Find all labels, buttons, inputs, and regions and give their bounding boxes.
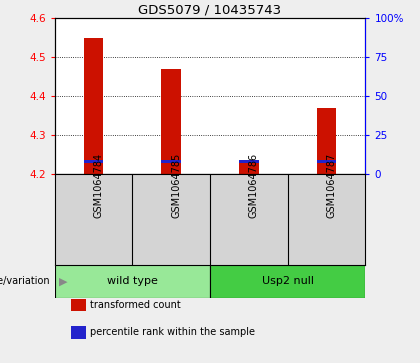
Text: wild type: wild type: [107, 276, 158, 286]
Text: ▶: ▶: [59, 276, 67, 286]
Title: GDS5079 / 10435743: GDS5079 / 10435743: [139, 4, 281, 17]
Bar: [84, 160, 103, 163]
Bar: [239, 160, 259, 174]
Text: GSM1064786: GSM1064786: [249, 152, 259, 218]
Text: genotype/variation: genotype/variation: [0, 276, 50, 286]
Bar: [161, 160, 181, 163]
Bar: [210, 265, 365, 298]
Text: Usp2 null: Usp2 null: [262, 276, 314, 286]
Text: GSM1064784: GSM1064784: [93, 152, 103, 218]
Bar: [55, 265, 210, 298]
Text: GSM1064785: GSM1064785: [171, 152, 181, 218]
Bar: [317, 160, 336, 163]
Text: percentile rank within the sample: percentile rank within the sample: [90, 327, 255, 337]
Bar: [161, 69, 181, 174]
Bar: [317, 108, 336, 174]
Text: transformed count: transformed count: [90, 300, 181, 310]
Text: GSM1064787: GSM1064787: [327, 152, 336, 218]
Bar: [84, 38, 103, 174]
Bar: [239, 160, 259, 163]
